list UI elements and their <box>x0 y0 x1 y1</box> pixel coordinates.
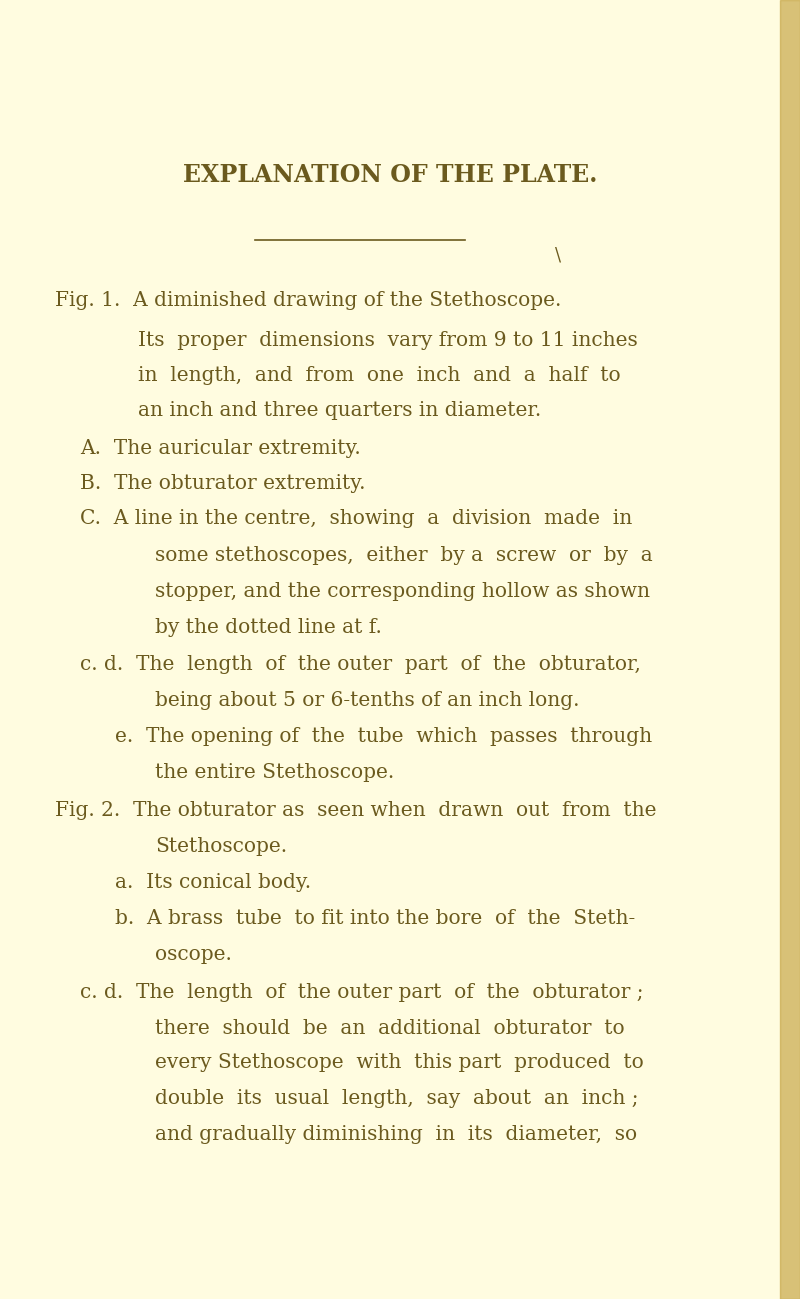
Text: EXPLANATION OF THE PLATE.: EXPLANATION OF THE PLATE. <box>183 162 597 187</box>
Text: A.  The auricular extremity.: A. The auricular extremity. <box>80 439 361 457</box>
Text: some stethoscopes,  either  by a  screw  or  by  a: some stethoscopes, either by a screw or … <box>155 546 653 565</box>
Text: \: \ <box>555 246 573 264</box>
Text: there  should  be  an  additional  obturator  to: there should be an additional obturator … <box>155 1018 625 1038</box>
Text: being about 5 or 6-tenths of an inch long.: being about 5 or 6-tenths of an inch lon… <box>155 691 579 709</box>
Text: every Stethoscope  with  this part  produced  to: every Stethoscope with this part produce… <box>155 1053 644 1073</box>
Text: Stethoscope.: Stethoscope. <box>155 837 287 856</box>
Text: c. d.  The  length  of  the outer  part  of  the  obturator,: c. d. The length of the outer part of th… <box>80 655 641 673</box>
Text: an inch and three quarters in diameter.: an inch and three quarters in diameter. <box>138 400 542 420</box>
Text: b.  A brass  tube  to fit into the bore  of  the  Steth-: b. A brass tube to fit into the bore of … <box>115 908 635 927</box>
Text: c. d.  The  length  of  the outer part  of  the  obturator ;: c. d. The length of the outer part of th… <box>80 982 643 1002</box>
Text: the entire Stethoscope.: the entire Stethoscope. <box>155 763 394 782</box>
Text: Its  proper  dimensions  vary from 9 to 11 inches: Its proper dimensions vary from 9 to 11 … <box>138 330 638 349</box>
Text: double  its  usual  length,  say  about  an  inch ;: double its usual length, say about an in… <box>155 1090 638 1108</box>
Text: and gradually diminishing  in  its  diameter,  so: and gradually diminishing in its diamete… <box>155 1125 637 1143</box>
Bar <box>780 0 800 1299</box>
Text: a.  Its conical body.: a. Its conical body. <box>115 873 311 891</box>
Text: Fig. 2.  The obturator as  seen when  drawn  out  from  the: Fig. 2. The obturator as seen when drawn… <box>55 800 657 820</box>
Text: B.  The obturator extremity.: B. The obturator extremity. <box>80 474 366 492</box>
Text: C.  A line in the centre,  showing  a  division  made  in: C. A line in the centre, showing a divis… <box>80 508 632 527</box>
Text: oscope.: oscope. <box>155 944 232 964</box>
Text: by the dotted line at f.: by the dotted line at f. <box>155 617 382 637</box>
Text: Fig. 1.  A diminished drawing of the Stethoscope.: Fig. 1. A diminished drawing of the Stet… <box>55 291 562 309</box>
Text: stopper, and the corresponding hollow as shown: stopper, and the corresponding hollow as… <box>155 582 650 600</box>
Text: e.  The opening of  the  tube  which  passes  through: e. The opening of the tube which passes … <box>115 726 652 746</box>
Text: in  length,  and  from  one  inch  and  a  half  to: in length, and from one inch and a half … <box>138 365 621 385</box>
